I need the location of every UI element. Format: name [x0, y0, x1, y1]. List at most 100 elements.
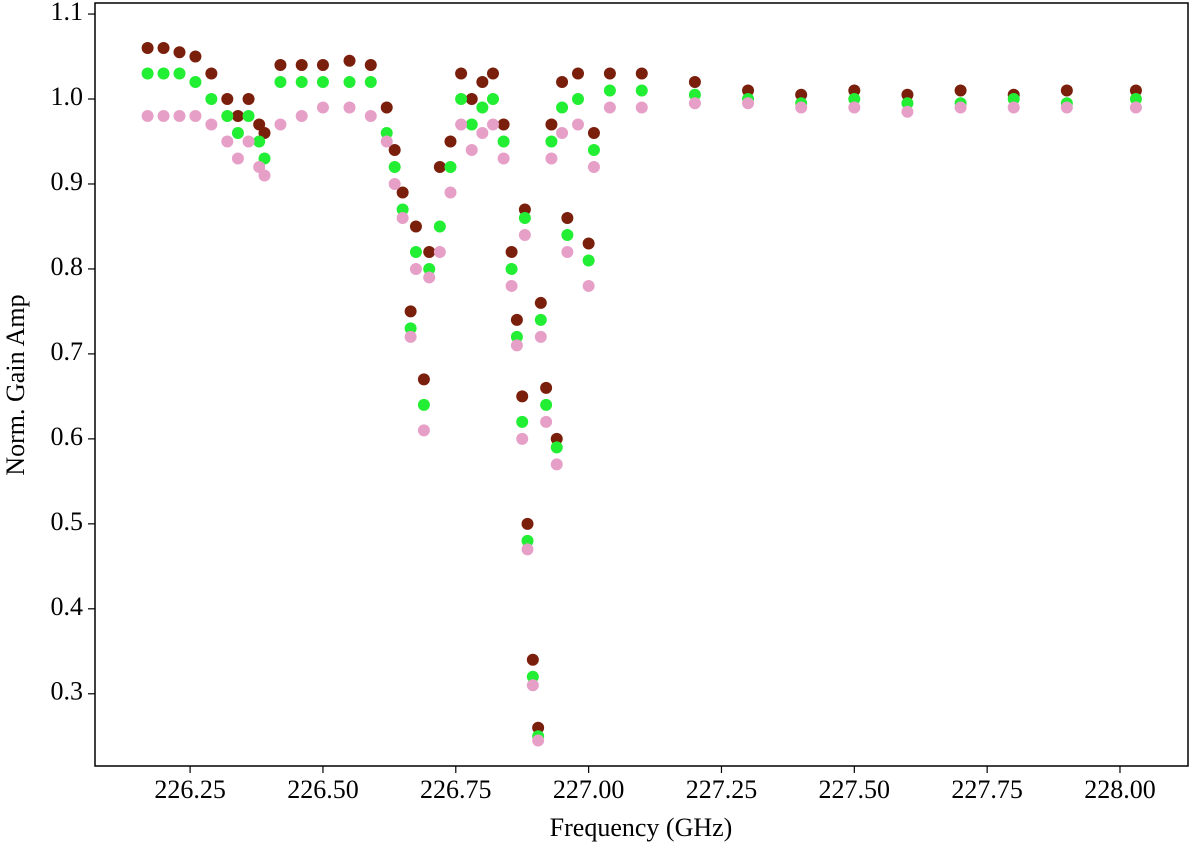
data-point	[688, 88, 701, 101]
data-point	[486, 118, 499, 131]
data-point	[423, 262, 436, 275]
plot-frame	[94, 2, 1189, 767]
data-point	[1007, 101, 1020, 114]
data-point	[396, 211, 409, 224]
data-point	[742, 84, 755, 97]
data-point	[516, 415, 529, 428]
data-point	[635, 67, 648, 80]
data-point	[396, 203, 409, 216]
data-point	[497, 118, 510, 131]
data-point	[848, 101, 861, 114]
data-point	[316, 76, 329, 89]
data-point	[221, 93, 234, 106]
y-tick-label: 0.9	[51, 167, 84, 196]
data-point	[316, 101, 329, 114]
data-point	[518, 228, 531, 241]
data-point	[603, 67, 616, 80]
data-point	[587, 143, 600, 156]
data-point	[497, 135, 510, 148]
data-point	[409, 262, 422, 275]
data-point	[486, 67, 499, 80]
y-axis-label: Norm. Gain Amp	[1, 294, 30, 475]
data-point	[510, 339, 523, 352]
data-point	[545, 152, 558, 165]
data-point	[444, 186, 457, 199]
data-point	[380, 126, 393, 139]
data-point	[572, 118, 585, 131]
data-point	[444, 160, 457, 173]
x-tick-label: 227.00	[553, 775, 625, 804]
data-point	[510, 313, 523, 326]
data-point	[364, 110, 377, 123]
data-point	[1129, 93, 1142, 106]
data-point	[954, 84, 967, 97]
data-point	[173, 67, 186, 80]
data-point	[1060, 84, 1073, 97]
x-tick-label: 226.25	[154, 775, 226, 804]
data-point	[582, 279, 595, 292]
data-point	[526, 679, 539, 692]
data-point	[205, 93, 218, 106]
data-point	[258, 169, 271, 182]
data-point	[396, 186, 409, 199]
data-point	[582, 237, 595, 250]
data-point	[540, 415, 553, 428]
data-point	[526, 670, 539, 683]
data-point	[455, 93, 468, 106]
data-point	[742, 97, 755, 110]
data-point	[295, 110, 308, 123]
data-point	[550, 458, 563, 471]
data-point	[417, 398, 430, 411]
data-point	[417, 424, 430, 437]
data-point	[540, 398, 553, 411]
data-point	[556, 126, 569, 139]
data-point	[404, 322, 417, 335]
data-point	[587, 126, 600, 139]
data-point	[521, 534, 534, 547]
data-point	[343, 76, 356, 89]
data-point	[274, 76, 287, 89]
data-point	[189, 50, 202, 63]
y-tick-label: 1.1	[51, 0, 84, 26]
data-point	[231, 152, 244, 165]
data-point	[444, 135, 457, 148]
y-tick-label: 0.6	[51, 422, 84, 451]
data-point	[221, 135, 234, 148]
data-point	[274, 59, 287, 72]
data-point	[545, 135, 558, 148]
x-tick-label: 227.50	[819, 775, 891, 804]
data-point	[635, 101, 648, 114]
data-point	[409, 245, 422, 258]
y-tick-label: 0.5	[51, 507, 84, 536]
data-point	[550, 432, 563, 445]
data-point	[189, 76, 202, 89]
data-point	[572, 67, 585, 80]
data-point	[141, 110, 154, 123]
data-point	[364, 59, 377, 72]
y-tick-label: 1.0	[51, 82, 84, 111]
data-point	[603, 101, 616, 114]
data-point	[848, 84, 861, 97]
data-point	[476, 101, 489, 114]
data-point	[534, 296, 547, 309]
data-point	[901, 97, 914, 110]
data-point	[795, 101, 808, 114]
data-point	[505, 245, 518, 258]
data-point	[242, 135, 255, 148]
data-point	[795, 88, 808, 101]
data-point	[534, 330, 547, 343]
data-point	[189, 110, 202, 123]
data-point	[231, 110, 244, 123]
data-point	[404, 330, 417, 343]
data-point	[417, 373, 430, 386]
data-point	[587, 160, 600, 173]
data-point	[545, 118, 558, 131]
data-point	[465, 143, 478, 156]
data-point	[316, 59, 329, 72]
data-point	[388, 177, 401, 190]
data-point	[476, 76, 489, 89]
data-point	[848, 93, 861, 106]
data-point	[364, 76, 377, 89]
data-point	[205, 67, 218, 80]
x-tick-label: 227.75	[951, 775, 1023, 804]
